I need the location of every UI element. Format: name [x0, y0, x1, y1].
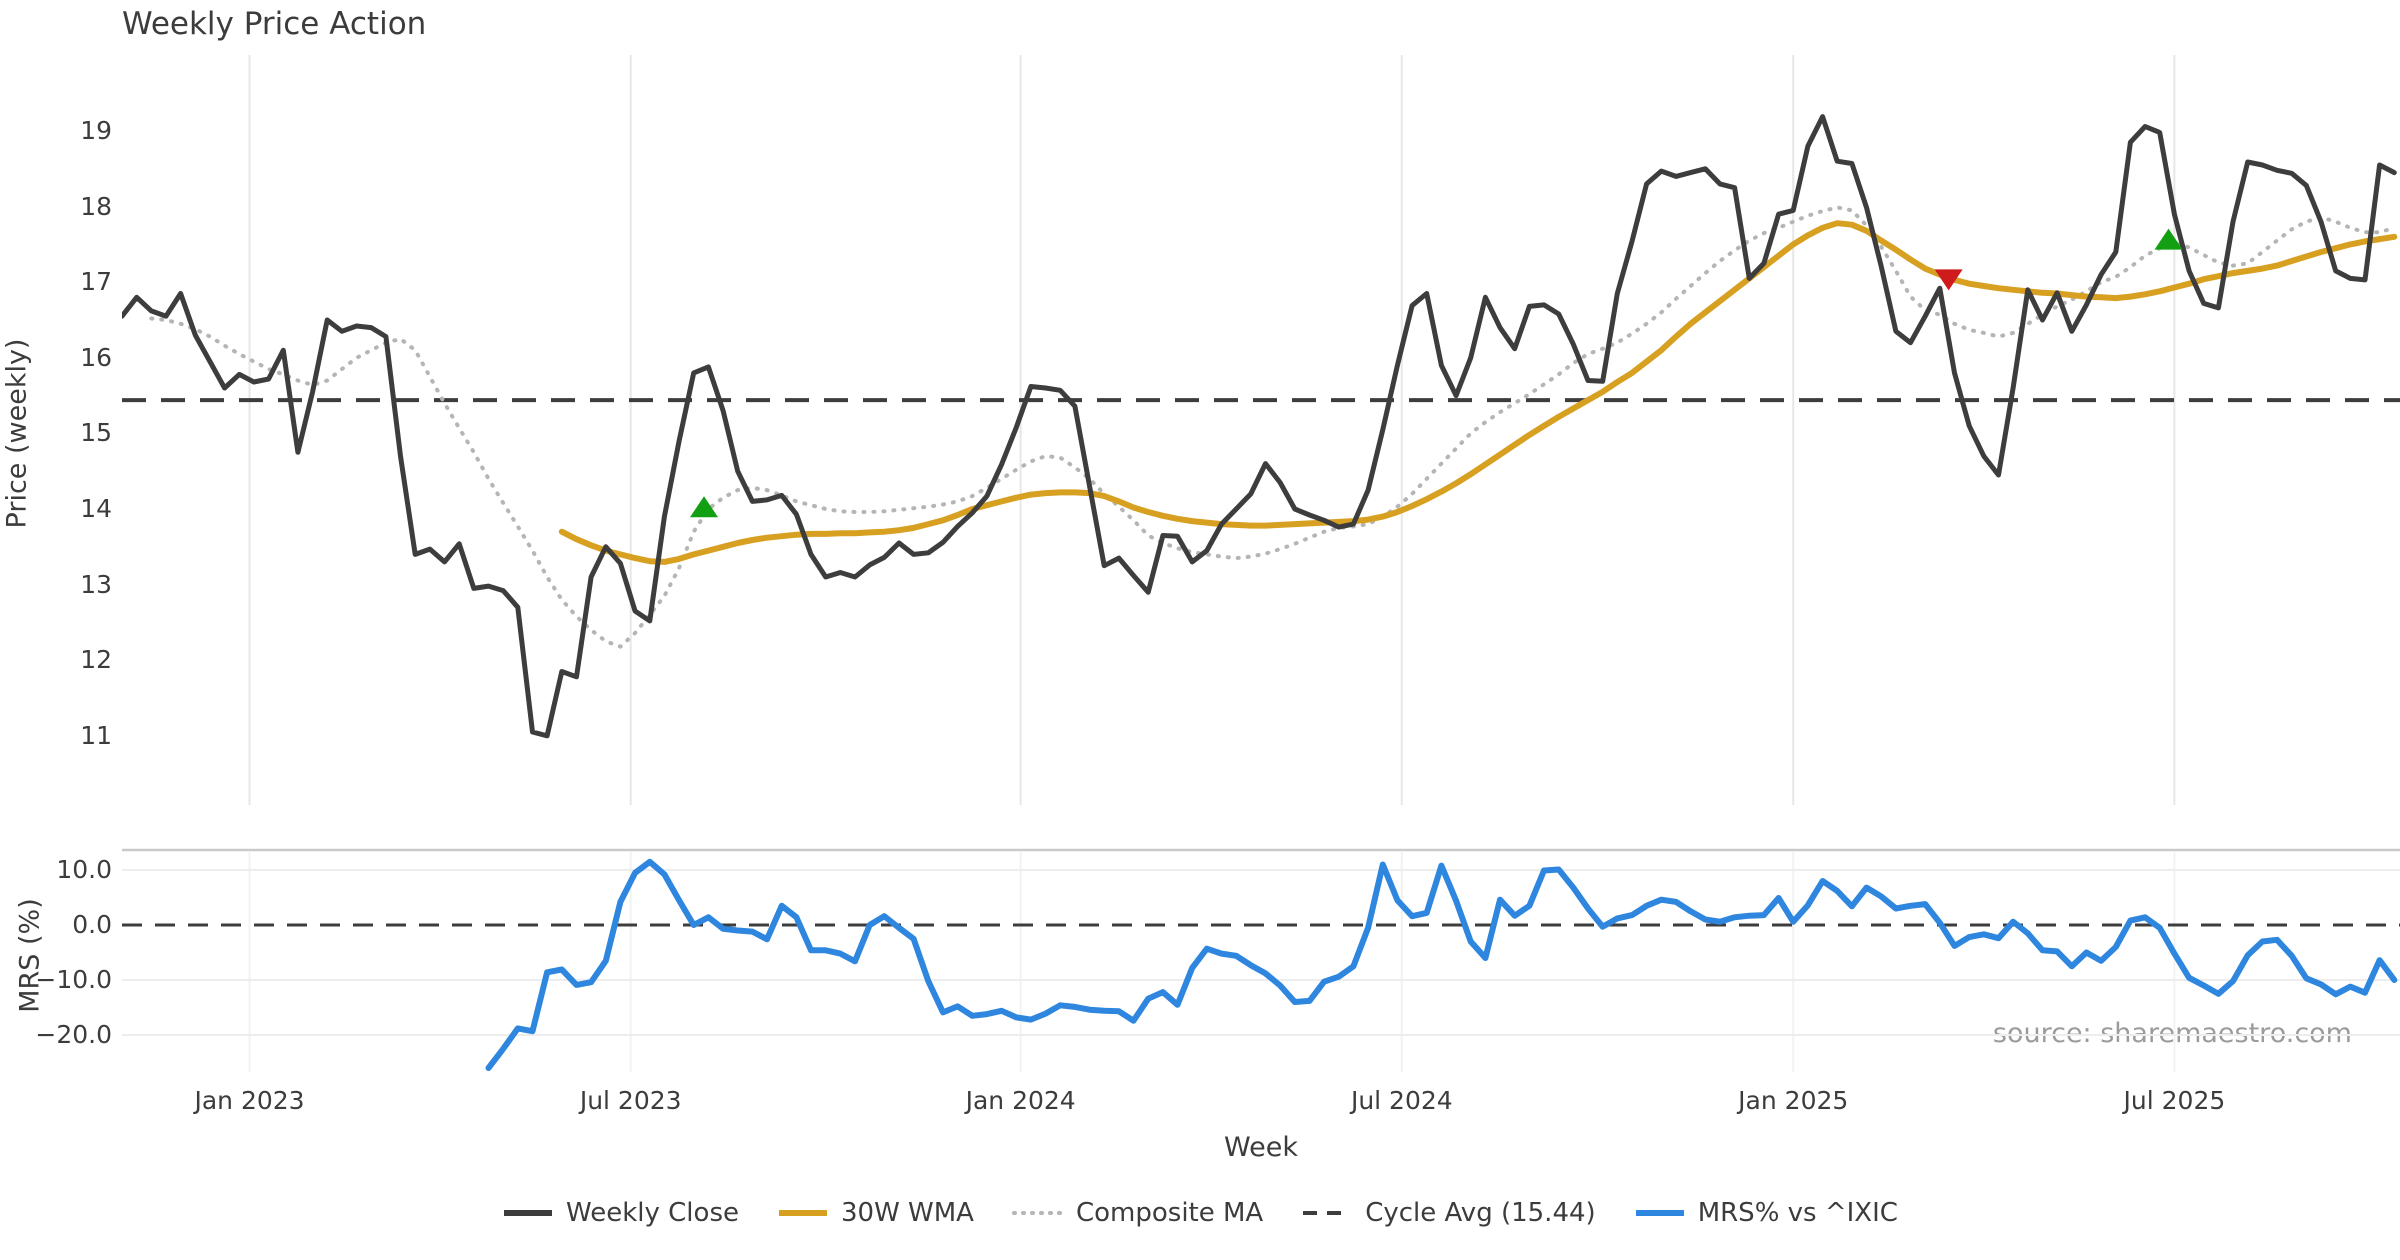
x-axis-label: Week [1224, 1132, 1298, 1163]
price-y-tick: 14 [80, 494, 112, 523]
mrs-y-tick: 10.0 [56, 855, 112, 884]
price-y-tick: 13 [80, 569, 112, 599]
x-tick-jul-2024: Jul 2024 [1350, 1086, 1453, 1115]
legend-label: Composite MA [1075, 1198, 1264, 1228]
legend-label: MRS% vs ^IXIC [1697, 1198, 1898, 1228]
weekly-close-line [122, 114, 2397, 739]
legend: Weekly Close 30W WMA Composite MA Cycle Avg… [0, 1198, 2400, 1228]
price-y-tick: 16 [80, 342, 112, 372]
legend-item: Cycle Avg (15.44) [1301, 1198, 1596, 1228]
legend-label: Cycle Avg (15.44) [1365, 1198, 1596, 1228]
mrs-line [485, 858, 2398, 1071]
legend-swatch-solid [1635, 1210, 1684, 1216]
mrs-y-tick: −10.0 [35, 965, 112, 994]
x-tick-jan-2023: Jan 2023 [194, 1086, 305, 1115]
legend-item: Composite MA [1011, 1198, 1264, 1228]
x-tick-jul-2023: Jul 2023 [579, 1086, 682, 1115]
price-panel [122, 55, 2400, 805]
buy-marker [2154, 228, 2183, 250]
source-note: source: sharemaestro.com [1992, 1018, 2352, 1049]
mrs-y-tick: −20.0 [35, 1020, 112, 1049]
legend-item: MRS% vs ^IXIC [1634, 1198, 1898, 1228]
price-y-tick: 17 [80, 267, 112, 297]
price-y-tick: 19 [80, 116, 112, 145]
price-y-tick: 18 [80, 191, 112, 221]
x-tick-jan-2024: Jan 2024 [965, 1086, 1076, 1115]
legend-item: Weekly Close [502, 1198, 739, 1228]
price-y-tick: 12 [80, 645, 112, 675]
x-tick-jan-2025: Jan 2025 [1738, 1086, 1849, 1115]
legend-label: Weekly Close [566, 1198, 739, 1228]
mrs-panel [122, 848, 2400, 1072]
legend-item: 30W WMA [777, 1198, 974, 1228]
price-y-axis-label: Price (weekly) [1, 338, 33, 529]
mrs-y-tick: 0.0 [72, 910, 112, 939]
chart-title: Weekly Price Action [122, 6, 427, 42]
legend-swatch-dotted [1011, 1211, 1064, 1215]
sell-marker [1934, 269, 1963, 291]
wma-30w-line [558, 220, 2398, 565]
legend-swatch-solid [504, 1210, 553, 1216]
legend-label: 30W WMA [840, 1198, 974, 1228]
price-y-tick: 11 [80, 720, 112, 750]
composite-ma-line [149, 205, 2397, 649]
price-y-tick: 15 [80, 418, 112, 448]
x-tick-jul-2025: Jul 2025 [2123, 1086, 2226, 1115]
buy-marker [690, 496, 719, 518]
legend-swatch-solid [778, 1210, 827, 1216]
legend-swatch-dashed [1303, 1211, 1352, 1215]
